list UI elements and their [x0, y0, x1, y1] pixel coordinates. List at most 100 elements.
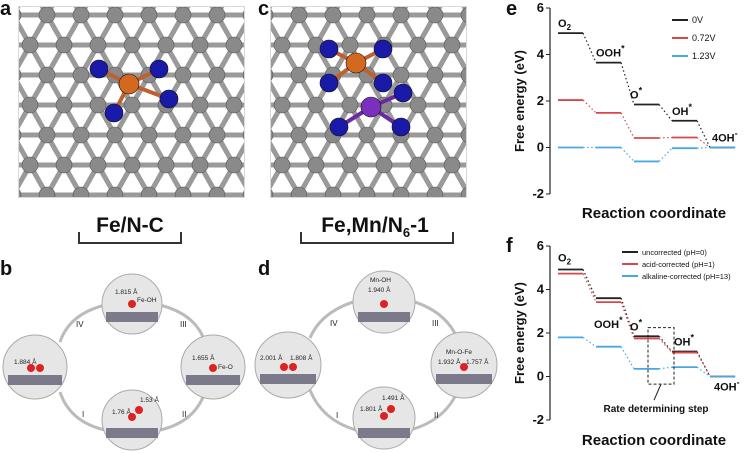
species-label-superscript: -	[735, 129, 738, 139]
carbon-atom	[19, 129, 22, 141]
step-label: IV	[76, 320, 84, 329]
bond-length-label: 1.76 Å	[112, 407, 131, 416]
bond-length-label: 1.815 Å	[115, 287, 138, 296]
oxygen-atom	[387, 405, 395, 413]
oxygen-atom	[209, 364, 217, 372]
femn-n6-caption-tail: -1	[410, 214, 429, 237]
species-label: OOH*	[594, 315, 623, 331]
carbon-atom	[89, 156, 107, 174]
nitrogen-atom	[373, 39, 393, 59]
species-label: OH*	[672, 102, 693, 118]
carbon-atom	[123, 156, 141, 174]
oxygen-atom	[27, 364, 35, 372]
y-tick-label: 6	[537, 238, 544, 253]
species-label: O2	[558, 18, 572, 32]
energy-connector	[582, 273, 597, 303]
carbon-atom	[273, 156, 291, 174]
energy-connector	[658, 338, 673, 353]
carbon-atom	[174, 66, 192, 84]
species-label: Fe-OH	[137, 297, 157, 304]
nitrogen-atom	[393, 83, 413, 103]
bond-length-label: 1.801 Å	[360, 404, 383, 413]
bond-length-label: 1.940 Å	[368, 285, 391, 294]
carbon-atom	[392, 7, 410, 24]
carbon-atom	[271, 129, 274, 141]
oxygen-atom	[128, 300, 136, 308]
carbon-atom	[140, 186, 158, 197]
energy-connector	[696, 137, 711, 148]
carbon-atom	[72, 126, 90, 144]
bond-length-label: 1.932 Å	[438, 357, 461, 366]
cycle-arrow-bottom-left	[58, 391, 106, 432]
carbon-atom	[123, 96, 141, 114]
y-tick-label: 4	[537, 282, 545, 297]
carbon-atom	[140, 126, 158, 144]
energy-connector	[620, 298, 635, 337]
carbon-atom	[72, 66, 90, 84]
legend-label: 0.72V	[692, 33, 716, 43]
carbon-atom	[225, 96, 243, 114]
carbon-atom	[106, 7, 124, 24]
energy-connector	[696, 120, 711, 148]
legend-label: acid-corrected (pH=1)	[642, 260, 715, 269]
carbon-atom	[242, 10, 244, 20]
annotation-arrow	[653, 383, 662, 401]
species-label: 4OH-	[712, 129, 738, 145]
nitrogen-atom	[159, 89, 179, 109]
carbon-atom	[460, 127, 466, 143]
step-label: I	[82, 410, 84, 419]
species-label: OOH*	[596, 44, 625, 60]
femn-n6-caption-sub: 6	[402, 225, 411, 241]
carbon-atom	[460, 187, 466, 197]
species-label: Mn-OH	[370, 277, 391, 284]
fe-nc-caption: Fe/N-C	[96, 214, 164, 237]
carbon-atom	[89, 96, 107, 114]
surface-left	[260, 374, 316, 384]
carbon-atom	[106, 126, 124, 144]
carbon-atom	[55, 96, 73, 114]
carbon-atom	[208, 7, 226, 24]
energy-connector	[696, 366, 711, 377]
x-axis-label: Reaction coordinate	[582, 432, 726, 449]
energy-connector	[696, 352, 711, 377]
carbon-atom	[208, 186, 226, 197]
y-tick-label: 0	[537, 140, 544, 155]
step-label: IV	[330, 319, 338, 328]
carbon-atom	[290, 7, 308, 24]
carbon-atom	[140, 7, 158, 24]
oxygen-atom	[135, 406, 143, 414]
femn-n6-reaction-cycle: Mn-OH 1.940 Å 2.001 Å 1.808 Å Mn-O-Fe 1.…	[254, 270, 498, 450]
y-axis-label: Free energy (eV)	[512, 282, 527, 384]
legend-label: alkaline-corrected (pH=13)	[642, 272, 731, 281]
species-label: 4OH-	[714, 378, 740, 394]
carbon-atom	[38, 126, 56, 144]
carbon-atom	[242, 130, 244, 140]
nitrogen-atom	[319, 39, 339, 59]
fe-nc-structure-image	[18, 6, 245, 198]
carbon-atom	[426, 7, 444, 24]
energy-connector	[582, 32, 597, 63]
species-label-superscript: *	[639, 85, 643, 95]
carbon-atom	[290, 126, 308, 144]
species-label-superscript: *	[689, 102, 693, 112]
bond-length-label: 2.001 Å	[260, 353, 283, 362]
step-label: III	[180, 320, 187, 329]
species-label-superscript: *	[639, 317, 643, 327]
species-label-superscript: *	[619, 315, 623, 325]
nitrogen-atom	[149, 59, 169, 79]
surface-right	[436, 374, 492, 384]
nitrogen-atom	[373, 73, 393, 93]
panel-letter-f: f	[506, 235, 513, 257]
carbon-atom	[460, 67, 466, 83]
rate-determining-box	[647, 327, 675, 385]
bond-length-label: 1.53 Å	[140, 395, 159, 404]
surface-bottom	[106, 428, 158, 438]
carbon-atom	[174, 7, 192, 24]
x-axis-label: Reaction coordinate	[582, 205, 726, 222]
nitrogen-atom	[89, 59, 109, 79]
carbon-atom	[443, 36, 461, 54]
carbon-atom	[409, 156, 427, 174]
panel-letter-e: e	[506, 0, 518, 20]
surface-bottom	[358, 428, 410, 438]
